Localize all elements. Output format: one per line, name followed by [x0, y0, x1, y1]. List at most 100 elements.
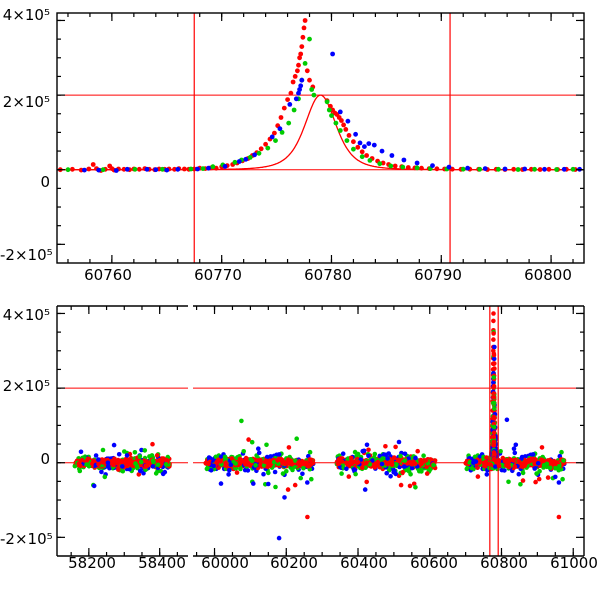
data-point — [355, 451, 361, 457]
data-point — [398, 453, 403, 459]
data-point — [296, 460, 302, 465]
data-point-green — [532, 166, 537, 172]
data-point — [491, 400, 497, 406]
data-point-blue — [379, 148, 385, 154]
top-frame — [56, 12, 585, 264]
data-point-red — [272, 130, 277, 136]
data-point — [77, 468, 83, 474]
data-point — [153, 471, 159, 476]
data-point — [388, 474, 393, 479]
data-point — [520, 478, 526, 483]
data-point — [523, 454, 528, 459]
data-point — [237, 456, 243, 462]
data-point — [556, 480, 562, 485]
data-point-green — [337, 128, 343, 133]
data-point-green — [302, 61, 308, 66]
data-point — [133, 461, 138, 466]
data-point — [409, 465, 415, 471]
data-point-red — [298, 51, 304, 57]
data-point — [559, 449, 564, 455]
data-point-red — [307, 77, 312, 83]
data-point-red — [263, 141, 268, 147]
data-point-red — [90, 162, 96, 167]
data-point — [366, 447, 371, 453]
data-point-green — [132, 166, 138, 172]
bottom-xtick-label-60400: 60400 — [340, 554, 388, 572]
data-point — [286, 445, 292, 450]
data-point-blue — [153, 167, 159, 173]
data-point-blue — [277, 126, 283, 132]
data-point — [424, 471, 430, 476]
top-xtick-label-60760: 60760 — [84, 266, 132, 284]
data-point — [537, 469, 542, 474]
data-point-red — [355, 144, 361, 150]
data-point-blue — [345, 118, 351, 124]
data-point-red — [172, 166, 177, 172]
data-point — [415, 448, 421, 454]
data-point — [418, 461, 423, 466]
data-point-blue — [330, 51, 335, 57]
data-point-green — [351, 146, 356, 152]
data-point — [124, 463, 130, 469]
data-point — [253, 463, 258, 468]
data-point — [395, 457, 401, 463]
data-point — [155, 462, 161, 468]
data-point — [242, 467, 248, 473]
data-point — [491, 311, 496, 316]
data-point-green — [326, 107, 332, 113]
data-point — [491, 361, 497, 366]
data-point-red — [136, 166, 142, 172]
top-plot-group — [56, 12, 585, 264]
data-point-red — [343, 126, 349, 132]
data-point — [218, 459, 223, 464]
data-point — [412, 461, 418, 467]
data-point — [299, 460, 305, 465]
data-point — [266, 481, 271, 487]
data-point — [266, 470, 271, 476]
data-point-red — [341, 122, 346, 128]
data-point — [233, 461, 238, 466]
data-point — [256, 450, 262, 456]
data-point-red — [546, 166, 552, 172]
data-point — [268, 454, 274, 459]
data-point-blue — [96, 167, 102, 173]
top-xtick-label-60780: 60780 — [304, 266, 352, 284]
data-point — [431, 462, 436, 468]
data-point — [344, 460, 349, 465]
data-point — [518, 482, 523, 487]
data-point-red — [296, 62, 301, 68]
data-point — [421, 453, 426, 458]
data-point-green — [307, 36, 312, 42]
bottom-xtick-label-60200: 60200 — [270, 554, 318, 572]
data-point — [379, 461, 385, 467]
data-point — [150, 458, 156, 463]
data-point-red — [351, 139, 356, 145]
data-point — [142, 448, 148, 453]
data-point — [85, 456, 91, 462]
data-point — [101, 460, 106, 465]
data-point-blue — [124, 166, 130, 172]
data-point — [557, 464, 562, 469]
data-point-red — [258, 146, 264, 152]
data-point — [491, 424, 497, 430]
data-point-red — [121, 166, 127, 172]
data-point — [301, 465, 306, 471]
data-point-green — [160, 166, 165, 172]
data-point-blue — [252, 152, 257, 158]
data-point-red — [419, 165, 424, 171]
data-point-red — [288, 90, 294, 96]
data-point — [396, 439, 402, 445]
data-point-green — [324, 99, 330, 105]
data-point — [384, 470, 390, 476]
data-point — [413, 455, 418, 461]
data-point — [243, 457, 249, 462]
data-point — [267, 462, 273, 468]
data-point — [292, 482, 298, 488]
data-point — [406, 456, 411, 461]
data-point — [218, 481, 224, 486]
data-point — [394, 462, 399, 467]
data-point — [150, 441, 155, 447]
data-point-red — [278, 115, 284, 120]
data-point — [150, 464, 156, 469]
data-point — [372, 451, 378, 457]
